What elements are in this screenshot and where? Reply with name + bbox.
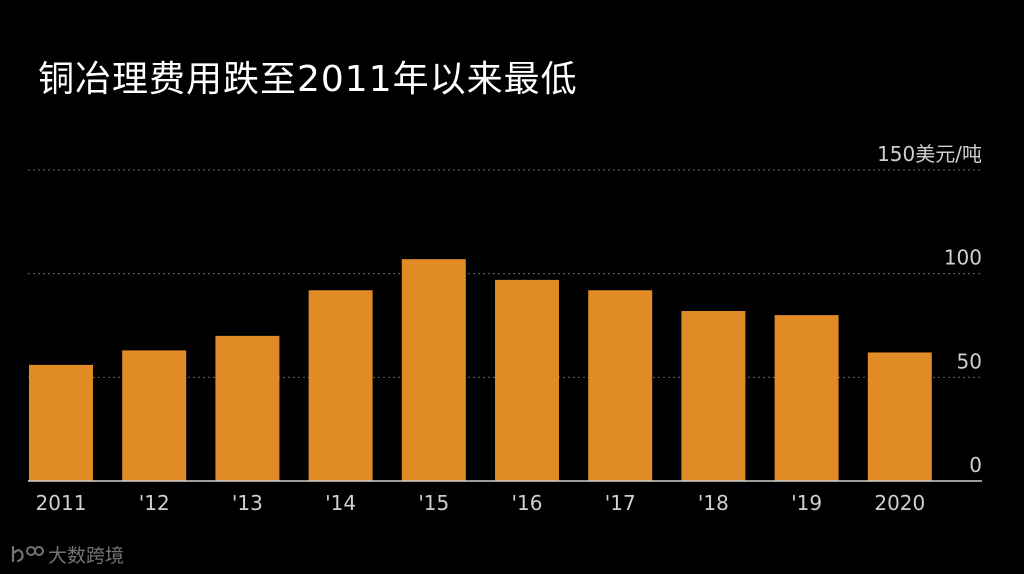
- x-tick-label: '13: [232, 491, 263, 515]
- bar-2: [215, 335, 280, 481]
- x-tick-label: '14: [325, 491, 356, 515]
- y-tick-labels: 150美元/吨 100 50 0: [877, 142, 982, 477]
- bar-3: [308, 290, 373, 481]
- bar-6: [588, 290, 653, 481]
- bar-0: [29, 364, 93, 481]
- bar-1: [122, 350, 187, 481]
- bar-4: [401, 259, 466, 481]
- bar-8: [774, 315, 839, 481]
- x-tick-label: '12: [139, 491, 170, 515]
- x-tick-label: '16: [512, 491, 543, 515]
- y-tick-label: 100: [944, 246, 982, 270]
- x-tick-label: 2020: [874, 491, 925, 515]
- x-tick-label: 2011: [36, 491, 87, 515]
- x-tick-label: '17: [605, 491, 636, 515]
- bars: [29, 259, 932, 481]
- y-tick-label: 150美元/吨: [877, 142, 982, 166]
- x-tick-label: '18: [698, 491, 729, 515]
- watermark-logo-icon: [10, 543, 44, 565]
- y-tick-label: 50: [957, 349, 982, 373]
- x-tick-label: '19: [791, 491, 822, 515]
- x-tick-label: '15: [418, 491, 449, 515]
- bar-7: [681, 310, 746, 481]
- bar-5: [495, 279, 559, 481]
- chart-title: 铜冶理费用跌至2011年以来最低: [38, 59, 578, 100]
- watermark: 大数跨境: [10, 540, 124, 568]
- x-tick-labels: 2011 '12 '13 '14 '15 '16 '17 '18 '19 2020: [36, 491, 926, 515]
- y-tick-label: 0: [969, 453, 982, 477]
- bar-9: [867, 352, 932, 481]
- watermark-text: 大数跨境: [48, 544, 125, 567]
